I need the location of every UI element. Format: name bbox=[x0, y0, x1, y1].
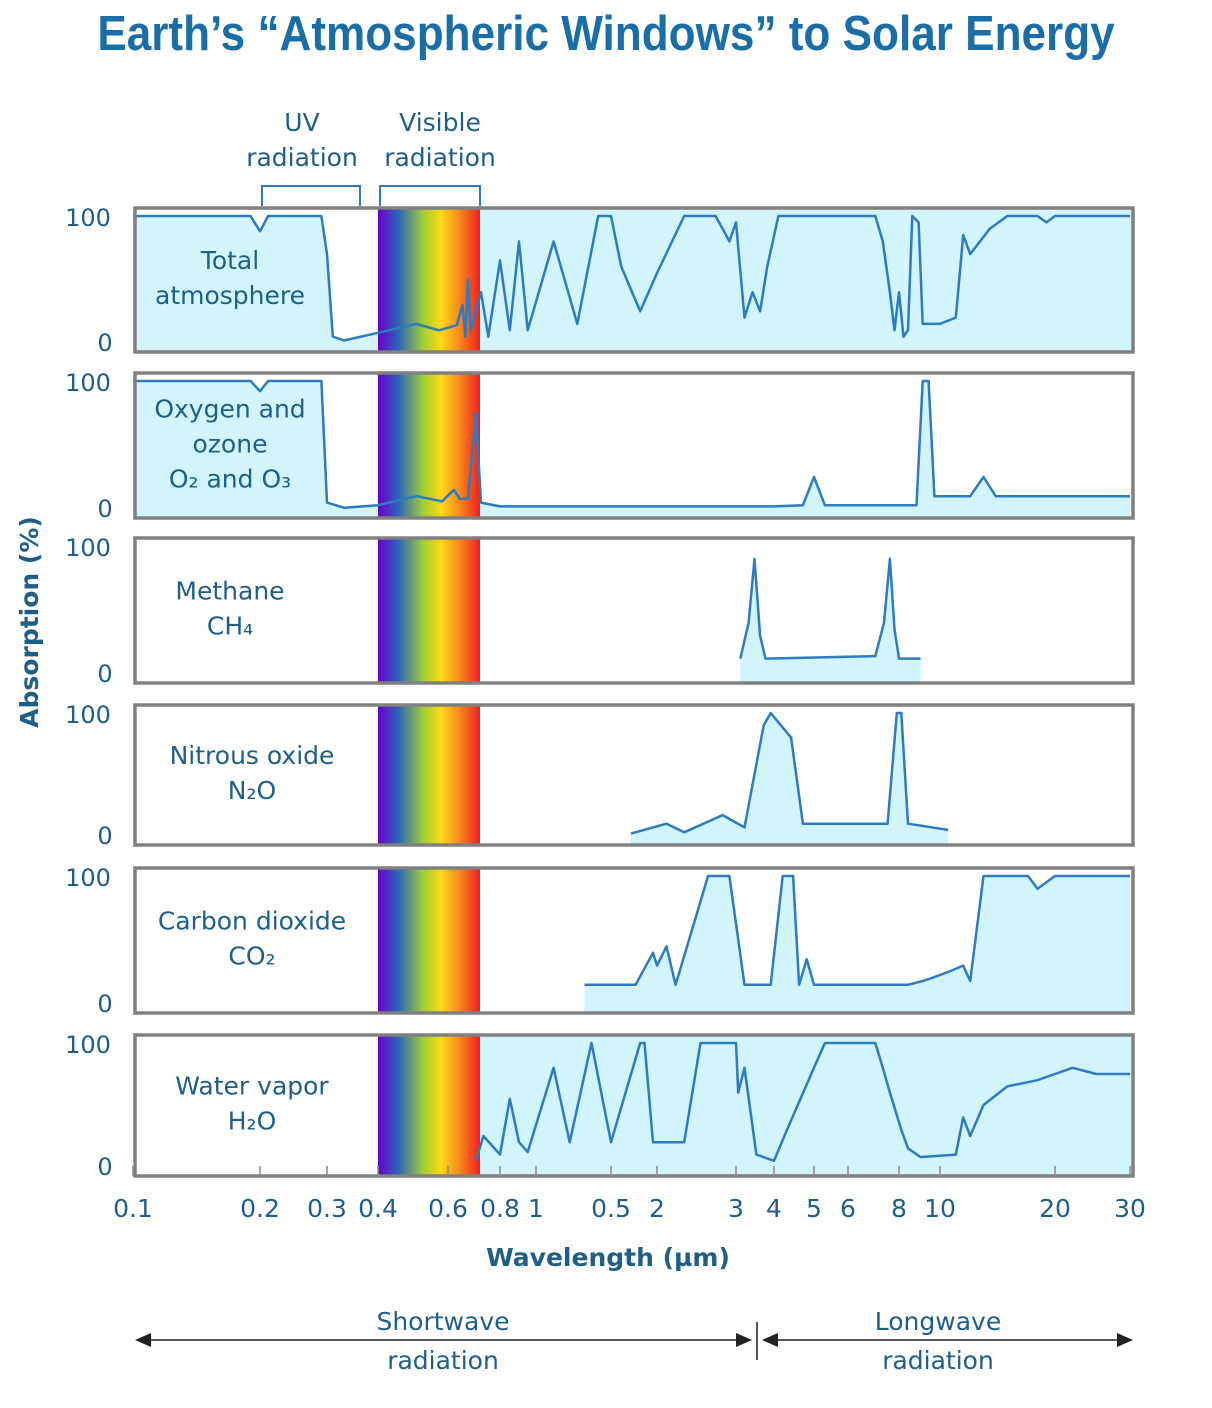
x-tick-label: 8 bbox=[891, 1194, 907, 1223]
panel-frame bbox=[133, 866, 1135, 1015]
y-tick-label: 100 bbox=[65, 534, 111, 562]
visible-bracket bbox=[379, 185, 481, 206]
absorption-curve bbox=[739, 557, 921, 660]
y-tick-label: 0 bbox=[97, 1153, 112, 1181]
panel-background bbox=[135, 538, 1133, 683]
series-label: Water vapor bbox=[175, 1072, 329, 1101]
panel-frame bbox=[133, 1033, 1135, 1178]
y-tick-label: 0 bbox=[97, 990, 112, 1018]
absorption-area bbox=[631, 713, 949, 845]
x-tick-label: 2 bbox=[649, 1194, 665, 1223]
panel-0: 100 0 Total atmosphere bbox=[65, 204, 1135, 357]
visible-spectrum-band bbox=[378, 538, 480, 683]
x-axis-label: Wavelength (µm) bbox=[486, 1243, 730, 1272]
absorption-curve bbox=[584, 874, 1130, 987]
absorption-area bbox=[475, 1043, 1130, 1176]
arrow-right-icon bbox=[736, 1333, 752, 1347]
x-tick-label: 3 bbox=[728, 1194, 744, 1223]
panel-3: 100 0 Nitrous oxide N₂O bbox=[65, 701, 1135, 850]
series-label: CO₂ bbox=[228, 942, 275, 971]
arrow-left-icon bbox=[762, 1333, 778, 1347]
x-tick-label: 10 bbox=[924, 1194, 956, 1223]
x-tick-label: 0.3 bbox=[307, 1194, 347, 1223]
arrow-right-icon bbox=[1117, 1333, 1133, 1347]
panel-5: 100 0 Water vapor H₂O bbox=[65, 1031, 1135, 1181]
series-label: H₂O bbox=[228, 1107, 277, 1136]
panel-1: 100 0 Oxygen and ozone O₂ and O₃ bbox=[65, 369, 1135, 523]
panel-2: 100 0 Methane CH₄ bbox=[65, 534, 1135, 688]
x-tick-label: 4 bbox=[766, 1194, 782, 1223]
x-tick-label: 30 bbox=[1114, 1194, 1146, 1223]
x-tick-label: 6 bbox=[840, 1194, 856, 1223]
region-label: radiation bbox=[387, 1346, 499, 1375]
x-tick-label: 20 bbox=[1039, 1194, 1071, 1223]
x-tick-label: 0.4 bbox=[358, 1194, 398, 1223]
y-tick-label: 0 bbox=[97, 822, 112, 850]
y-axis-label: Absorption (%) bbox=[15, 516, 44, 728]
visible-spectrum-band bbox=[378, 373, 480, 518]
chart-title: Earth’s “Atmospheric Windows” to Solar E… bbox=[97, 7, 1115, 61]
region-label: Shortwave bbox=[376, 1307, 509, 1336]
absorption-area bbox=[584, 876, 1130, 1013]
series-label: Methane bbox=[175, 577, 284, 606]
arrow-left-icon bbox=[135, 1333, 151, 1347]
panel-background bbox=[135, 705, 1133, 845]
y-tick-label: 100 bbox=[65, 864, 111, 892]
y-tick-label: 100 bbox=[65, 701, 111, 729]
y-tick-label: 100 bbox=[65, 369, 111, 397]
absorption-curve bbox=[133, 379, 1130, 509]
uv-bracket bbox=[261, 185, 361, 206]
region-label: radiation bbox=[882, 1346, 994, 1375]
absorption-area bbox=[133, 381, 1130, 518]
y-tick-label: 100 bbox=[65, 1031, 111, 1059]
panel-frame bbox=[133, 536, 1135, 685]
series-label: atmosphere bbox=[155, 281, 305, 310]
series-label: O₂ and O₃ bbox=[169, 465, 291, 494]
x-tick-label: 0.5 bbox=[591, 1194, 631, 1223]
x-tick-label: 0.1 bbox=[113, 1194, 153, 1223]
band-label: Visible bbox=[399, 108, 481, 137]
x-tick-label: 0.6 bbox=[428, 1194, 468, 1223]
series-label: ozone bbox=[193, 430, 268, 459]
series-label: Total bbox=[200, 246, 259, 275]
panel-frame bbox=[133, 371, 1135, 520]
panel-4: 100 0 Carbon dioxide CO₂ bbox=[65, 864, 1135, 1018]
x-tick-label: 5 bbox=[806, 1194, 822, 1223]
band-label: UV bbox=[284, 108, 319, 137]
panel-frame bbox=[133, 703, 1135, 847]
absorption-area bbox=[133, 216, 1130, 352]
visible-spectrum-band bbox=[378, 868, 480, 1013]
visible-spectrum-band bbox=[378, 1035, 480, 1176]
region-label: Longwave bbox=[875, 1307, 1001, 1336]
y-tick-label: 0 bbox=[97, 495, 112, 523]
series-label: Carbon dioxide bbox=[158, 907, 346, 936]
y-tick-label: 100 bbox=[65, 204, 111, 232]
absorption-curve bbox=[474, 1041, 1130, 1163]
y-tick-label: 0 bbox=[97, 660, 112, 688]
x-tick-label: 1 bbox=[528, 1194, 544, 1223]
series-label: Oxygen and bbox=[154, 395, 305, 424]
x-tick-label: 0.8 bbox=[480, 1194, 520, 1223]
visible-spectrum-band bbox=[378, 705, 480, 845]
band-label: radiation bbox=[246, 143, 358, 172]
band-label: radiation bbox=[384, 143, 496, 172]
series-label: N₂O bbox=[228, 776, 276, 805]
series-label: Nitrous oxide bbox=[170, 741, 335, 770]
y-tick-label: 0 bbox=[97, 329, 112, 357]
x-tick-label: 0.2 bbox=[240, 1194, 280, 1223]
absorption-curve bbox=[630, 711, 949, 835]
panel-frame bbox=[133, 206, 1135, 354]
series-label: CH₄ bbox=[207, 612, 253, 641]
absorption-curve bbox=[133, 214, 1130, 342]
